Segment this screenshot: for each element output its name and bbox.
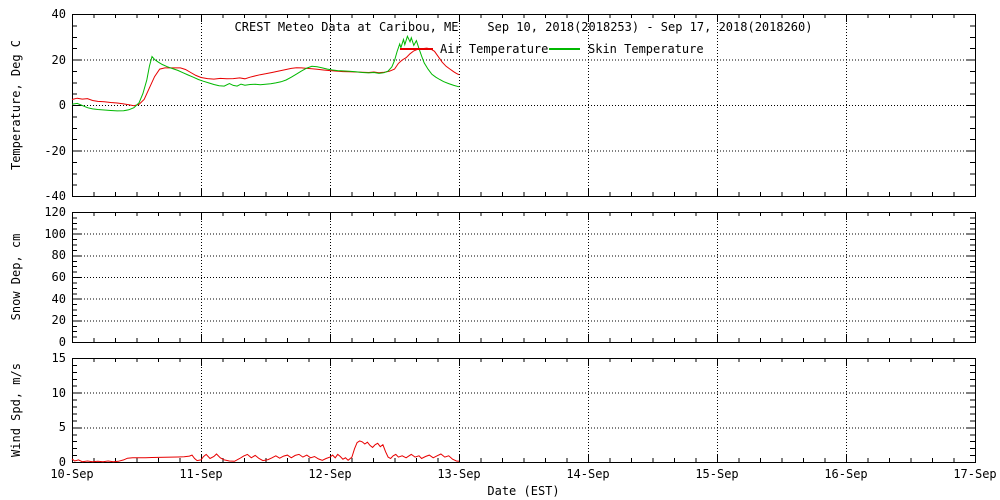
legend-line-air-temperature (400, 48, 433, 50)
x-tick-label: 14-Sep (566, 467, 610, 481)
y-tick-label: 60 (51, 270, 66, 284)
y-tick-label: 20 (51, 313, 66, 328)
x-tick-label: 15-Sep (695, 467, 739, 481)
y-tick-label: 10 (51, 385, 66, 400)
series-line-air-temperature (71, 47, 460, 107)
x-tick-label: 17-Sep (953, 467, 997, 481)
x-tick-label: 16-Sep (824, 467, 868, 481)
y-tick-label: -40 (44, 189, 66, 203)
legend-line-skin-temperature (549, 48, 580, 50)
y-tick-label: 120 (44, 205, 66, 219)
series-line-wind-speed (71, 440, 460, 463)
y-tick-label: 0 (58, 98, 66, 112)
y-tick-label: 40 (51, 291, 66, 306)
x-tick-label: 11-Sep (179, 467, 223, 481)
x-axis-title: Date (EST) (487, 484, 560, 498)
y-tick-label: 0 (58, 335, 66, 349)
y-axis-title-wind-speed: Wind Spd, m/s (9, 363, 23, 457)
y-tick-label: 80 (51, 248, 66, 263)
series-line-skin-temperature (71, 34, 460, 112)
x-tick-label: 10-Sep (50, 467, 94, 481)
y-tick-label: 0 (58, 455, 66, 469)
panel-border (72, 358, 976, 463)
chart-title: CREST Meteo Data at Caribou, ME Sep 10, … (234, 20, 813, 34)
y-tick-label: 15 (51, 351, 66, 365)
y-tick-label: -20 (44, 143, 66, 158)
y-tick-label: 20 (51, 52, 66, 67)
legend-label-air-temperature: Air Temperature (440, 42, 549, 56)
y-tick-label: 40 (51, 7, 66, 21)
y-tick-label: 100 (44, 226, 66, 241)
y-tick-label: 5 (58, 420, 66, 435)
x-tick-label: 13-Sep (437, 467, 481, 481)
legend-label-skin-temperature: Skin Temperature (588, 42, 704, 56)
x-tick-label: 12-Sep (308, 467, 352, 481)
